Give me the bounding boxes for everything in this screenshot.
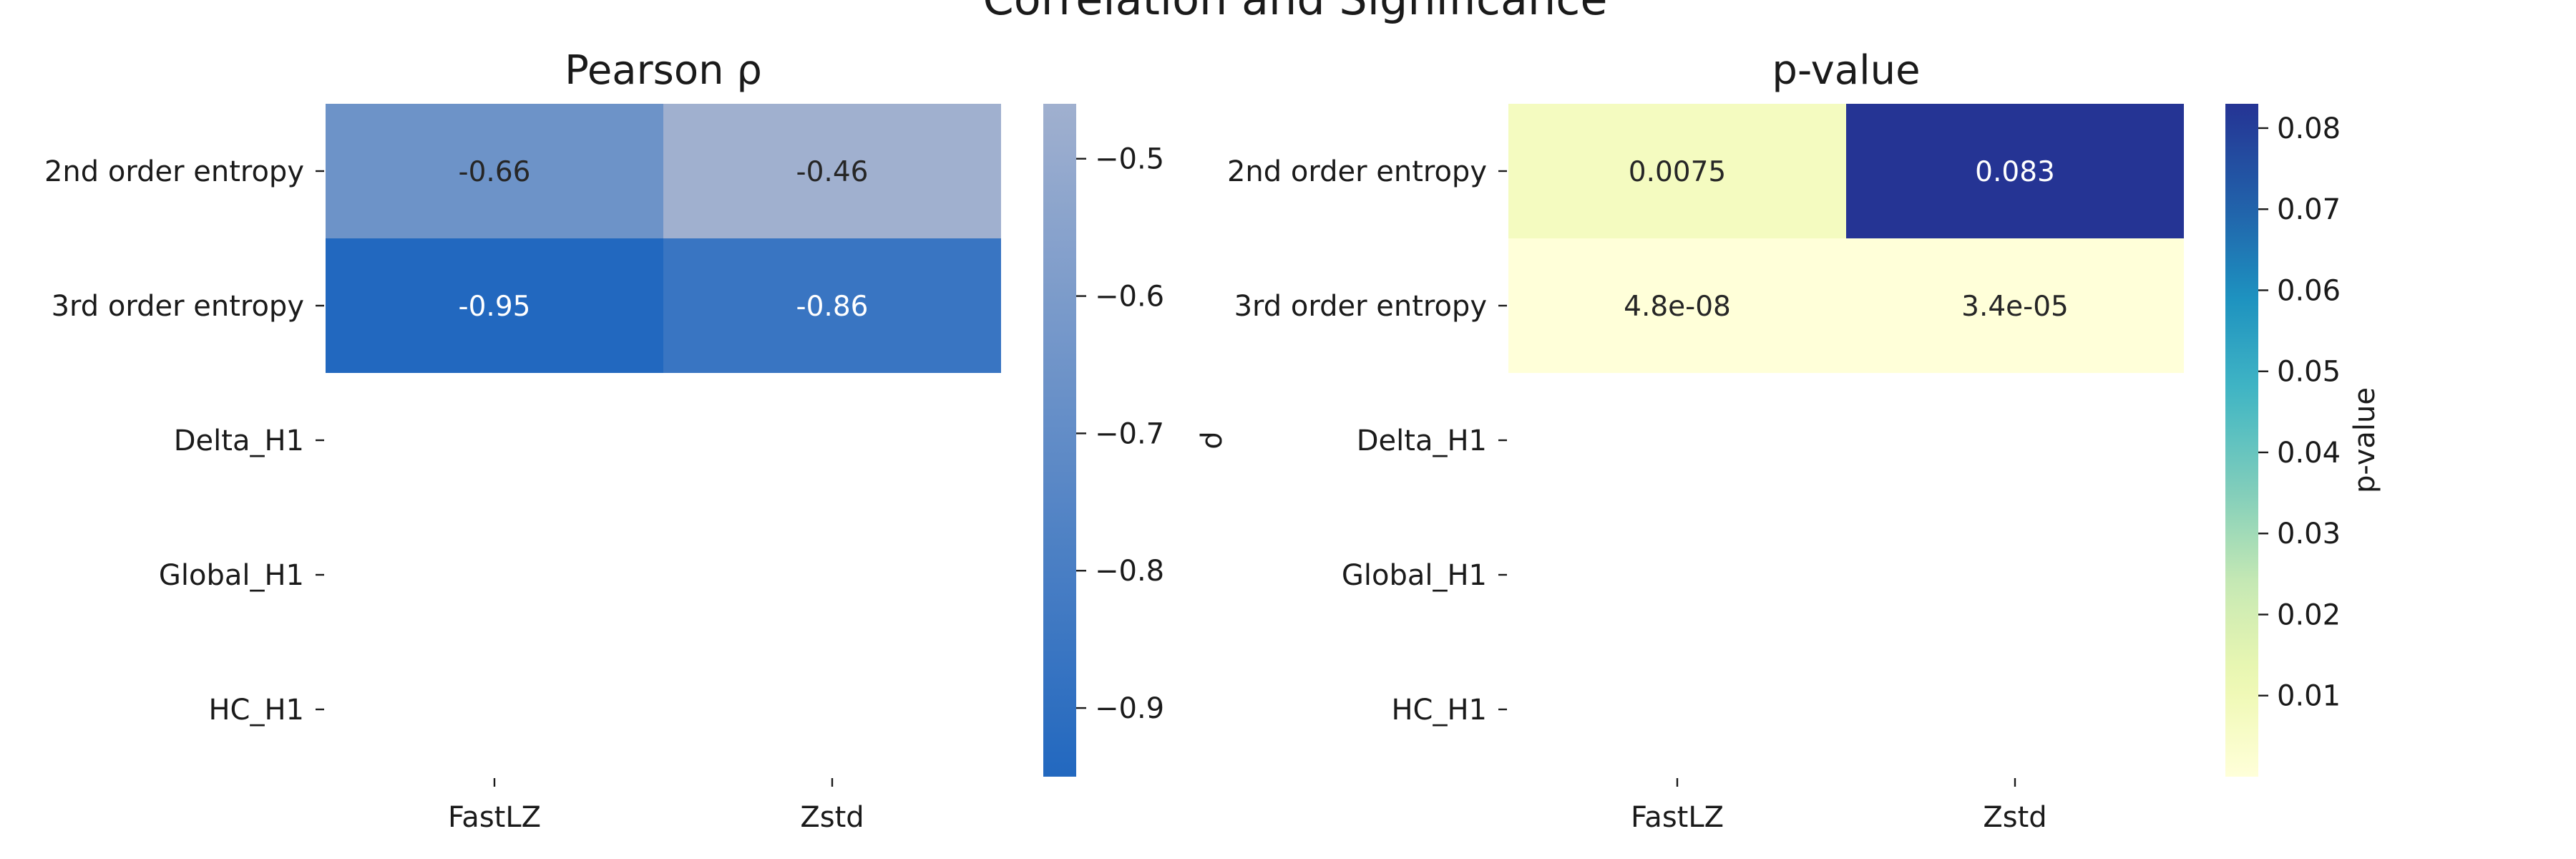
cell-value-label: -0.86 [796,291,869,323]
row-label: HC_H1 [1391,694,1487,727]
cell-value-label: -0.66 [459,156,531,188]
heatmap-cell [1508,104,1846,238]
colorbar-tick-label: −0.5 [1095,143,1164,176]
heatmap-cell [663,104,1001,238]
heatmap-cell [1508,238,1846,373]
heatmap-cell [1846,104,2184,238]
cell-value-label: 4.8e-08 [1624,291,1731,323]
colorbar-tick-label: 0.02 [2277,598,2341,631]
row-label: 3rd order entropy [52,290,304,323]
cell-value-label: 3.4e-05 [1961,291,2069,323]
row-label: 3rd order entropy [1234,290,1487,323]
colorbar-axis-label: ρ [1199,431,1231,449]
row-label: Delta_H1 [1357,424,1487,457]
column-label: FastLZ [448,801,541,834]
colorbar-tick-label: 0.04 [2277,437,2341,470]
chart-title: Correlation and Significance [982,0,1607,25]
cell-value-label: -0.95 [459,291,531,323]
row-label: Global_H1 [159,559,304,592]
heatmap-cell [326,104,663,238]
column-label: Zstd [800,801,864,834]
row-label: 2nd order entropy [1227,155,1487,188]
panel-title: p-value [1772,47,1920,94]
heatmap-cell [663,238,1001,373]
colorbar-tick-label: 0.08 [2277,112,2341,145]
cell-value-label: 0.083 [1975,156,2055,188]
row-label: Global_H1 [1342,559,1487,592]
colorbar-tick-label: 0.06 [2277,274,2341,307]
row-label: HC_H1 [208,694,304,727]
colorbar-tick-label: 0.05 [2277,356,2341,389]
colorbar [2225,104,2258,777]
colorbar-tick-label: 0.01 [2277,680,2341,713]
cell-value-label: 0.0075 [1629,156,1726,188]
row-label: Delta_H1 [174,424,304,457]
column-label: Zstd [1983,801,2046,834]
heatmap-cell [326,238,663,373]
colorbar-tick-label: −0.6 [1095,281,1164,314]
colorbar-tick-label: −0.7 [1095,417,1164,450]
colorbar-tick-label: −0.9 [1095,692,1164,725]
colorbar [1043,104,1076,777]
colorbar-tick-label: 0.03 [2277,518,2341,550]
row-label: 2nd order entropy [44,155,304,188]
colorbar-tick-label: 0.07 [2277,193,2341,226]
cell-value-label: -0.46 [796,156,869,188]
column-label: FastLZ [1631,801,1724,834]
panel-title: Pearson ρ [565,47,762,94]
colorbar-tick-label: −0.8 [1095,555,1164,588]
heatmap-cell [1846,238,2184,373]
colorbar-axis-label: p-value [2348,387,2381,493]
